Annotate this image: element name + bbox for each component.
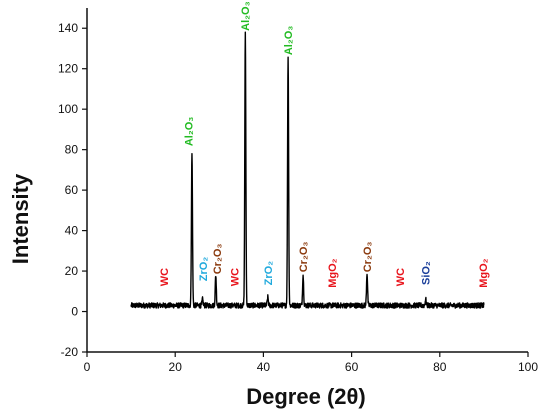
x-axis-ticks: 0 20 40 60 80 100	[84, 352, 538, 374]
peak-label: WC	[395, 268, 407, 286]
peak-label: MgO₂	[327, 258, 339, 287]
peak-label: ZrO₂	[263, 261, 275, 286]
x-tick-label: 0	[84, 360, 91, 374]
series-line	[130, 31, 485, 309]
y-tick-label: 100	[58, 102, 78, 116]
y-tick-label: 80	[65, 143, 79, 157]
x-tick-label: 40	[257, 360, 271, 374]
peak-label: Cr₂O₃	[362, 242, 374, 273]
y-tick-label: 140	[58, 21, 78, 35]
peak-label: WC	[159, 268, 171, 286]
y-tick-label: 60	[65, 183, 79, 197]
peak-label: Cr₂O₃	[298, 242, 310, 273]
y-tick-label: -20	[61, 345, 79, 359]
peak-label: WC	[230, 268, 242, 286]
peak-label: Al₂O₃	[240, 1, 252, 31]
x-axis-title: Degree (2θ)	[246, 384, 366, 409]
x-tick-label: 80	[433, 360, 447, 374]
y-tick-label: 40	[65, 224, 79, 238]
y-tick-label: 120	[58, 62, 78, 76]
y-axis-title: Intensity	[8, 173, 33, 264]
axis-lines	[86, 8, 528, 353]
y-tick-label: 20	[65, 264, 79, 278]
y-axis-ticks: -20 0 20 40 60 80 100 120 140	[58, 21, 87, 359]
peak-label: Al₂O₃	[183, 117, 195, 147]
y-tick-label: 0	[71, 305, 78, 319]
peak-label: MgO₂	[478, 258, 490, 287]
x-tick-label: 60	[345, 360, 359, 374]
plot-frame	[86, 8, 528, 353]
diffraction-trace	[130, 31, 485, 309]
peak-label: Cr₂O₃	[212, 244, 224, 275]
peak-label: ZrO₂	[198, 257, 210, 282]
x-tick-label: 100	[518, 360, 538, 374]
peak-label: Al₂O₃	[283, 26, 295, 56]
x-tick-label: 20	[169, 360, 183, 374]
peak-label: SiO₂	[421, 261, 433, 285]
